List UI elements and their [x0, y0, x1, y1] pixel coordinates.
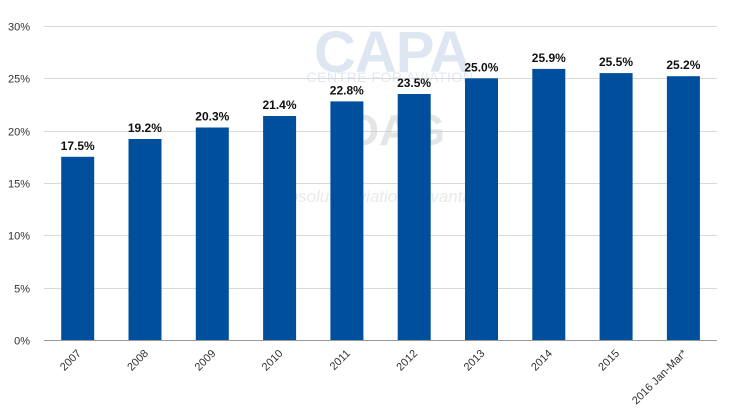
x-tick-label: 2015: [596, 348, 622, 374]
data-label: 21.4%: [262, 98, 296, 112]
y-tick-label: 10%: [8, 231, 30, 243]
bar-2009: [195, 127, 229, 340]
bar-2010: [263, 116, 297, 340]
data-label: 25.0%: [464, 60, 498, 74]
y-tick-label: 20%: [8, 127, 30, 139]
data-label: 17.5%: [61, 139, 95, 153]
bar-2013: [465, 78, 498, 341]
data-label: 22.8%: [330, 83, 364, 97]
data-label: 19.2%: [128, 121, 162, 135]
bar-2012: [397, 94, 431, 340]
bar-2016-jan-mar-: [666, 76, 700, 340]
x-tick-label: 2014: [529, 348, 555, 374]
bar-2008: [128, 139, 162, 340]
x-tick-label: 2011: [328, 348, 353, 373]
x-tick-label: 2016 Jan-Mar*: [630, 347, 690, 407]
data-label: 20.3%: [195, 110, 229, 124]
bar-2011: [330, 101, 364, 341]
bar-2014: [532, 68, 566, 341]
watermark-brand: CAPA: [314, 20, 470, 85]
data-labels: 17.5% 19.2% 20.3% 21.4% 22.8% 23.5% 25.0% 25.9%…: [61, 51, 701, 153]
y-tick-label: 30%: [8, 22, 30, 34]
y-tick-label: 25%: [8, 74, 30, 86]
data-label: 25.5%: [599, 55, 633, 69]
y-tick-label: 0%: [14, 336, 30, 348]
x-tick-label: 2007: [58, 348, 84, 374]
y-axis-ticks: 0% 5% 10% 15% 20% 25% 30%: [8, 22, 30, 348]
x-tick-label: 2008: [125, 348, 151, 374]
x-tick-label: 2010: [260, 348, 286, 374]
x-tick-label: 2013: [462, 348, 488, 374]
watermark-brand-sub: CENTRE FOR AVIATION: [307, 69, 474, 85]
bar-2007: [61, 156, 95, 340]
bars: [61, 68, 700, 341]
data-label: 25.9%: [532, 51, 566, 65]
x-tick-label: 2009: [193, 348, 219, 374]
y-tick-label: 15%: [8, 179, 30, 191]
data-label: 25.2%: [666, 58, 700, 72]
data-label: 23.5%: [397, 76, 431, 90]
watermark-tagline: absolute aviation advantage: [279, 187, 491, 206]
x-tick-label: 2012: [394, 348, 420, 374]
watermark: CAPA CENTRE FOR AVIATION OAG absolute av…: [279, 20, 491, 206]
y-tick-label: 5%: [14, 284, 30, 296]
x-axis-ticks: 2007 2008 2009 2010 2011 2012 2013 2014 2015 2016…: [58, 347, 690, 407]
bar-2015: [599, 73, 633, 340]
